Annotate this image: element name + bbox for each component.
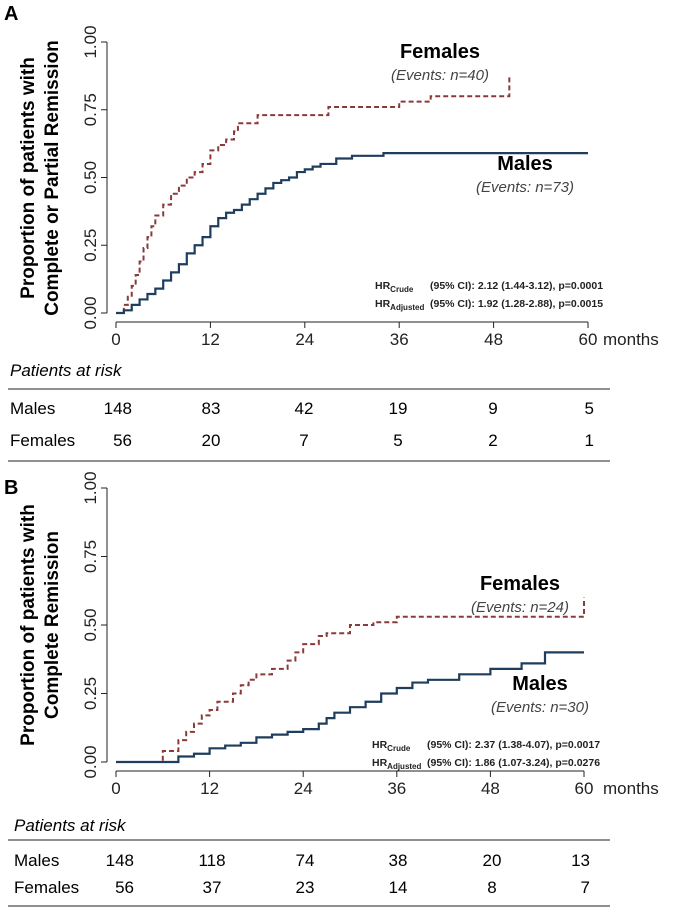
curve-females-b [116, 597, 585, 763]
x-axis-label-a: months [603, 330, 659, 349]
x-tick-label-b-2: 24 [294, 779, 313, 798]
events-label-females-a: (Events: n=40) [391, 67, 489, 84]
y-tick-label-b-2: 0.50 [81, 608, 100, 641]
curve-males-a [116, 152, 588, 315]
x-tick-label-a-4: 48 [484, 330, 503, 349]
risk-cell-females-a-5: 1 [585, 431, 594, 450]
risk-cell-females-a-3: 5 [393, 431, 402, 450]
curve-females-a [116, 74, 511, 314]
risk-cell-males-b-2: 74 [296, 851, 315, 870]
y-tick-label-b-1: 0.25 [81, 677, 100, 710]
risk-title-b: Patients at risk [14, 816, 127, 835]
events-label-females-b: (Events: n=24) [471, 599, 569, 616]
y-axis-title-a-0: Proportion of patients with [18, 57, 39, 299]
series-label-males-a: Males [497, 153, 553, 175]
risk-row-label-females-b: Females [14, 878, 79, 897]
events-label-males-a: (Events: n=73) [476, 179, 574, 196]
x-tick-label-a-5: 60 [579, 330, 598, 349]
curve-males-b [116, 651, 584, 764]
x-axis-label-b: months [603, 779, 659, 798]
y-tick-label-a-1: 0.25 [81, 229, 100, 262]
x-tick-label-a-2: 24 [295, 330, 314, 349]
risk-cell-males-b-1: 118 [198, 851, 225, 870]
panel-letter-a: A [4, 3, 18, 25]
series-label-males-b: Males [512, 673, 568, 695]
risk-row-label-males-b: Males [14, 851, 59, 870]
risk-cell-females-a-4: 2 [488, 431, 497, 450]
risk-cell-males-a-3: 19 [389, 399, 408, 418]
risk-cell-females-b-5: 7 [581, 878, 590, 897]
x-tick-label-b-3: 36 [387, 779, 406, 798]
x-tick-label-b-1: 12 [200, 779, 219, 798]
risk-cell-females-a-0: 56 [113, 431, 132, 450]
risk-row-label-males-a: Males [10, 399, 55, 418]
hr-annotation-a-1: HRAdjusted (95% CI): 1.92 (1.28-2.88), p=… [375, 298, 603, 312]
risk-cell-males-b-3: 38 [389, 851, 408, 870]
y-tick-label-b-4: 1.00 [81, 471, 100, 504]
panel-a: A0.000.250.500.751.000 12 24 36 48 60 monthsPr… [4, 3, 659, 462]
y-tick-label-a-0: 0.00 [81, 296, 100, 329]
risk-cell-females-b-3: 14 [389, 878, 408, 897]
risk-cell-females-b-1: 37 [203, 878, 222, 897]
risk-cell-males-a-0: 148 [104, 399, 132, 418]
risk-cell-males-a-2: 42 [295, 399, 314, 418]
y-tick-label-a-4: 1.00 [81, 25, 100, 58]
y-axis-title-a-1: Complete or Partial Remission [42, 40, 63, 316]
x-tick-label-b-4: 48 [481, 779, 500, 798]
risk-title-a: Patients at risk [10, 361, 123, 380]
risk-cell-females-a-2: 7 [299, 431, 308, 450]
y-tick-label-b-0: 0.00 [81, 745, 100, 778]
x-tick-label-a-3: 36 [390, 330, 409, 349]
risk-cell-males-a-5: 5 [585, 399, 594, 418]
x-tick-label-a-1: 12 [201, 330, 220, 349]
panel-b: B 0.00 0.25 0.50 0.75 1.00 0 12 24 36 48 60 months Pr… [4, 471, 659, 907]
risk-cell-males-b-5: 13 [571, 851, 590, 870]
x-tick-label-b-5: 60 [575, 779, 594, 798]
y-tick-label-b-3: 0.75 [81, 540, 100, 573]
x-tick-label-b-0: 0 [111, 779, 120, 798]
risk-cell-females-b-4: 8 [487, 878, 496, 897]
risk-cell-males-a-4: 9 [488, 399, 497, 418]
y-axis-title-b-0: Proportion of patients with [18, 504, 39, 746]
risk-cell-females-b-0: 56 [115, 878, 134, 897]
events-label-males-b: (Events: n=30) [491, 699, 589, 716]
risk-cell-males-b-0: 148 [106, 851, 134, 870]
panel-letter-b: B [4, 477, 18, 499]
risk-cell-males-b-4: 20 [483, 851, 502, 870]
hr-annotation-b-0: HRCrude (95% CI): 2.37 (1.38-4.07), p=0.0… [372, 739, 600, 753]
y-tick-label-a-2: 0.50 [81, 161, 100, 194]
risk-cell-males-a-1: 83 [202, 399, 221, 418]
y-tick-label-a-3: 0.75 [81, 93, 100, 126]
series-label-females-b: Females [480, 573, 560, 595]
hr-annotation-a-0: HRCrude (95% CI): 2.12 (1.44-3.12), p=0.0… [375, 280, 603, 294]
x-tick-label-a-0: 0 [111, 330, 120, 349]
hr-annotation-b-1: HRAdjusted (95% CI): 1.86 (1.07-3.24), p=… [372, 757, 600, 771]
risk-cell-females-b-2: 23 [296, 878, 315, 897]
risk-cell-females-a-1: 20 [202, 431, 221, 450]
risk-row-label-females-a: Females [10, 431, 75, 450]
y-axis-title-b-1: Complete Remission [42, 531, 63, 719]
series-label-females-a: Females [400, 41, 480, 63]
